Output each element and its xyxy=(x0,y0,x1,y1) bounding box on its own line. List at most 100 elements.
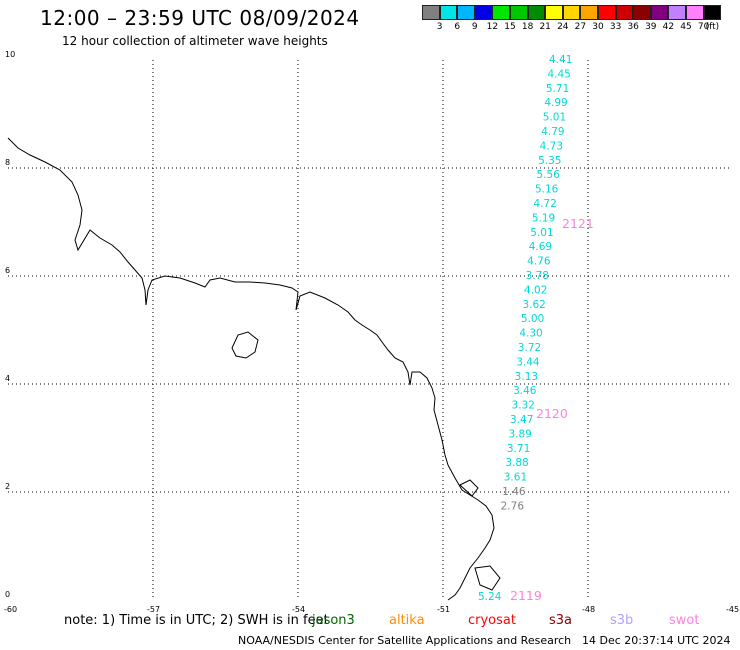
wave-height-label: 4.45 xyxy=(547,68,570,80)
wave-height-label: 2.76 xyxy=(501,500,525,512)
axis-ticks: -60 -57 -54 -51 -48 -45 0 2 4 6 8 10 xyxy=(4,50,739,614)
credit-text: NOAA/NESDIS Center for Satellite Applica… xyxy=(238,634,572,647)
color-swatch xyxy=(598,5,616,20)
legend-item-s3a: s3a xyxy=(549,613,573,628)
color-scale-label: 33 xyxy=(609,22,622,32)
legend-item-altika: altika xyxy=(389,613,425,628)
color-swatch xyxy=(633,5,651,20)
wave-height-label: 5.00 xyxy=(521,313,544,325)
x-tick-label: -57 xyxy=(147,605,160,614)
color-scale-label: 42 xyxy=(662,22,675,32)
wave-height-label: 4.69 xyxy=(529,241,552,253)
color-scale-label: 15 xyxy=(504,22,516,32)
color-scale-label: (ft) xyxy=(705,22,720,32)
wave-height-label: 3.88 xyxy=(505,457,528,469)
wave-height-label: 4.73 xyxy=(540,140,563,152)
wave-height-label: 5.19 xyxy=(532,212,555,224)
y-tick-label: 6 xyxy=(5,266,10,275)
wave-height-label: 4.99 xyxy=(544,97,567,109)
wave-height-label: 3.61 xyxy=(504,472,527,484)
color-scale-label: 39 xyxy=(645,22,657,32)
color-swatch xyxy=(615,5,634,20)
wave-height-label: 4.30 xyxy=(519,328,542,340)
y-tick-label: 0 xyxy=(5,590,10,599)
wave-height-label: 5.56 xyxy=(537,169,561,181)
wave-height-label: 3.44 xyxy=(516,356,540,368)
color-scale-label: 21 xyxy=(539,22,551,32)
footer-note: note: 1) Time is in UTC; 2) SWH is in fe… xyxy=(64,613,329,628)
generated-timestamp: 14 Dec 20:37:14 UTC 2024 xyxy=(582,634,731,647)
color-scale-label: 9 xyxy=(471,22,478,32)
map-grid xyxy=(8,60,732,600)
legend-item-swot: swot xyxy=(669,613,700,628)
y-tick-label: 4 xyxy=(5,374,10,383)
color-swatch xyxy=(510,5,528,20)
pass-number-label: 2120 xyxy=(536,406,568,421)
wave-height-label: 3.78 xyxy=(526,270,549,282)
color-swatch xyxy=(457,5,475,20)
color-swatch xyxy=(562,5,581,20)
wave-height-label: 3.71 xyxy=(507,443,530,455)
wave-height-label: 3.32 xyxy=(512,400,535,412)
page-subtitle: 12 hour collection of altimeter wave hei… xyxy=(62,34,328,48)
color-scale-label: 6 xyxy=(454,22,461,32)
color-swatch xyxy=(650,5,669,20)
x-tick-label: -54 xyxy=(292,605,305,614)
coastline-path xyxy=(7,137,495,601)
wave-height-label: 3.46 xyxy=(513,385,537,397)
color-scale-label: 18 xyxy=(521,22,534,32)
legend-item-s3b: s3b xyxy=(610,613,634,628)
wave-height-label: 4.41 xyxy=(549,54,572,66)
color-swatch xyxy=(668,5,686,20)
wave-height-label: 5.71 xyxy=(546,83,569,95)
wave-height-label: 5.24 xyxy=(478,591,502,603)
color-scale-label: 24 xyxy=(557,22,569,32)
color-swatch xyxy=(474,5,493,20)
color-swatch xyxy=(439,5,458,20)
pass-number-label: 2119 xyxy=(510,588,542,603)
color-scale-label: 30 xyxy=(592,22,604,32)
color-swatch xyxy=(703,5,722,20)
x-tick-label: -45 xyxy=(726,605,739,614)
x-tick-label: -48 xyxy=(582,605,595,614)
wave-height-label: 4.79 xyxy=(541,126,564,138)
altimeter-track: 4.41 4.45 5.71 4.99 5.01 4.79 4.73 5.35 5.56 5.16… xyxy=(478,54,594,603)
wave-height-label: 4.76 xyxy=(527,256,551,268)
wave-height-label: 5.01 xyxy=(543,112,566,124)
island-outline xyxy=(474,565,501,591)
wave-height-label: 3.62 xyxy=(522,299,545,311)
color-scale-label: 70 xyxy=(697,22,710,32)
island-outline xyxy=(231,331,259,359)
wave-height-label: 3.13 xyxy=(515,371,538,383)
legend-item-jason3: jason3 xyxy=(312,613,355,628)
wave-height-label: 3.47 xyxy=(510,414,533,426)
x-tick-label: -60 xyxy=(4,605,17,614)
y-tick-label: 10 xyxy=(5,50,15,59)
wave-height-label: 5.01 xyxy=(530,227,553,239)
color-scale-label: 12 xyxy=(486,22,499,32)
wave-height-label: 4.02 xyxy=(524,284,547,296)
color-scale-label: 36 xyxy=(627,22,639,32)
color-swatch xyxy=(492,5,510,20)
legend-item-cryosat: cryosat xyxy=(468,613,516,628)
color-swatch xyxy=(527,5,546,20)
page-title: 12:00 – 23:59 UTC 08/09/2024 xyxy=(40,6,360,30)
wave-height-label: 3.89 xyxy=(508,428,531,440)
y-tick-label: 2 xyxy=(5,482,10,491)
island-outline xyxy=(459,479,479,497)
wave-height-label: 3.72 xyxy=(518,342,541,354)
coastline xyxy=(7,137,501,601)
wave-height-label: 5.16 xyxy=(535,184,559,196)
color-swatch xyxy=(580,5,598,20)
color-scale-label: 3 xyxy=(436,22,443,32)
color-swatch xyxy=(686,5,704,20)
color-swatch xyxy=(545,5,563,20)
wave-height-label: 1.46 xyxy=(502,486,526,498)
wave-height-label: 4.72 xyxy=(533,198,556,210)
wave-height-label: 5.35 xyxy=(538,155,561,167)
color-swatch xyxy=(422,5,440,20)
x-tick-label: -51 xyxy=(437,605,450,614)
y-tick-label: 8 xyxy=(5,158,10,167)
pass-number-label: 2121 xyxy=(562,216,594,231)
